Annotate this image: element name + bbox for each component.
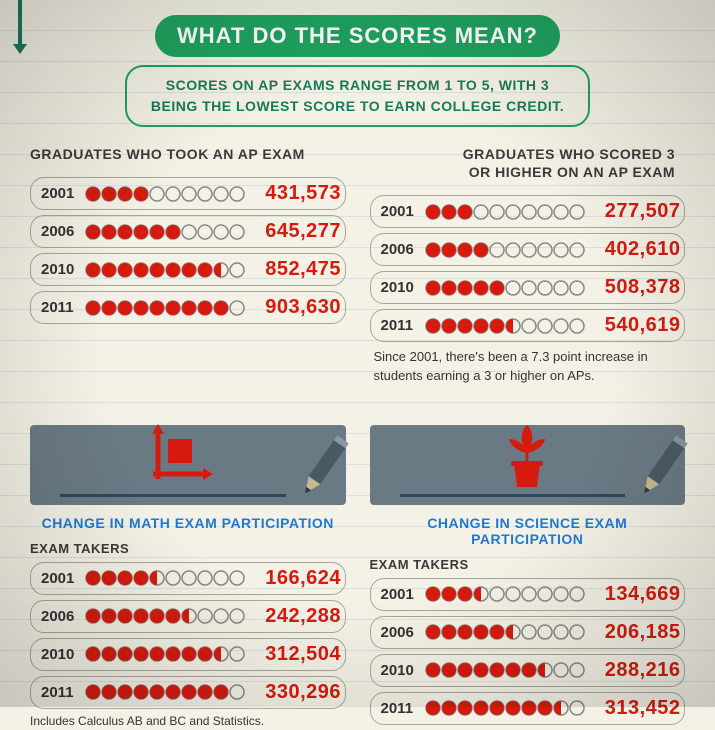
- math-illustration: [30, 425, 346, 505]
- year-label: 2010: [381, 662, 419, 679]
- value-label: 508,378: [591, 276, 681, 299]
- science-label: CHANGE IN SCIENCE EXAM PARTICIPATION: [370, 515, 686, 547]
- year-label: 2006: [381, 241, 419, 258]
- dot-scale: [85, 300, 245, 316]
- dot-scale: [425, 204, 585, 220]
- subtitle: SCORES ON AP EXAMS RANGE FROM 1 TO 5, WI…: [125, 65, 590, 127]
- dot-scale: [85, 608, 245, 624]
- data-row: 2011 540,619: [370, 309, 686, 342]
- value-label: 288,216: [591, 659, 681, 682]
- dot-scale: [85, 684, 245, 700]
- data-row: 2006 242,288: [30, 600, 346, 633]
- data-row: 2011 313,452: [370, 692, 686, 725]
- underline: [60, 494, 286, 497]
- value-label: 134,669: [591, 583, 681, 606]
- pencil-icon: [295, 434, 350, 502]
- dot-scale: [85, 186, 245, 202]
- subtitle-line2: BEING THE LOWEST SCORE TO EARN COLLEGE C…: [151, 98, 564, 114]
- dot-scale: [85, 646, 245, 662]
- underline: [400, 494, 626, 497]
- value-label: 645,277: [251, 220, 341, 243]
- data-row: 2011 330,296: [30, 676, 346, 709]
- data-row: 2001 431,573: [30, 177, 346, 210]
- math-footnote: Includes Calculus AB and BC and Statisti…: [30, 714, 346, 728]
- value-label: 402,610: [591, 238, 681, 261]
- data-row: 2001 134,669: [370, 578, 686, 611]
- data-row: 2001 277,507: [370, 195, 686, 228]
- bottom-right-col: CHANGE IN SCIENCE EXAM PARTICIPATION EXA…: [370, 403, 686, 730]
- top-left-col: GRADUATES WHO TOOK AN AP EXAM 2001 431,57…: [30, 145, 346, 385]
- year-label: 2010: [41, 261, 79, 278]
- bottom-section: CHANGE IN MATH EXAM PARTICIPATION EXAM T…: [30, 403, 685, 730]
- down-arrow-icon: [18, 0, 22, 45]
- value-label: 166,624: [251, 567, 341, 590]
- top-section: GRADUATES WHO TOOK AN AP EXAM 2001 431,57…: [30, 145, 685, 385]
- top-right-note: Since 2001, there's been a 7.3 point inc…: [370, 348, 686, 384]
- value-label: 242,288: [251, 605, 341, 628]
- value-label: 313,452: [591, 697, 681, 720]
- top-left-title: GRADUATES WHO TOOK AN AP EXAM: [30, 145, 346, 163]
- dot-scale: [425, 700, 585, 716]
- value-label: 206,185: [591, 621, 681, 644]
- math-label: CHANGE IN MATH EXAM PARTICIPATION: [30, 515, 346, 531]
- year-label: 2001: [381, 203, 419, 220]
- top-right-col: GRADUATES WHO SCORED 3 OR HIGHER ON AN A…: [370, 145, 686, 385]
- value-label: 852,475: [251, 258, 341, 281]
- data-row: 2011 903,630: [30, 291, 346, 324]
- dot-scale: [425, 662, 585, 678]
- math-sublabel: EXAM TAKERS: [30, 541, 346, 556]
- dot-scale: [425, 624, 585, 640]
- data-row: 2001 166,624: [30, 562, 346, 595]
- header: WHAT DO THE SCORES MEAN? SCORES ON AP EX…: [30, 15, 685, 127]
- dot-scale: [85, 262, 245, 278]
- year-label: 2001: [41, 570, 79, 587]
- graph-icon: [143, 424, 233, 494]
- data-row: 2010 288,216: [370, 654, 686, 687]
- data-row: 2010 508,378: [370, 271, 686, 304]
- science-sublabel: EXAM TAKERS: [370, 557, 686, 572]
- top-right-title: GRADUATES WHO SCORED 3 OR HIGHER ON AN A…: [370, 145, 686, 181]
- science-illustration: [370, 425, 686, 505]
- dot-scale: [425, 586, 585, 602]
- bottom-left-col: CHANGE IN MATH EXAM PARTICIPATION EXAM T…: [30, 403, 346, 730]
- subtitle-line1: SCORES ON AP EXAMS RANGE FROM 1 TO 5, WI…: [166, 77, 549, 93]
- dot-scale: [85, 570, 245, 586]
- pencil-icon: [635, 434, 690, 502]
- data-row: 2006 206,185: [370, 616, 686, 649]
- year-label: 2006: [381, 624, 419, 641]
- data-row: 2010 312,504: [30, 638, 346, 671]
- dot-scale: [85, 224, 245, 240]
- value-label: 903,630: [251, 296, 341, 319]
- year-label: 2001: [381, 586, 419, 603]
- year-label: 2010: [381, 279, 419, 296]
- year-label: 2011: [381, 700, 419, 717]
- value-label: 277,507: [591, 200, 681, 223]
- year-label: 2001: [41, 185, 79, 202]
- value-label: 330,296: [251, 681, 341, 704]
- year-label: 2010: [41, 646, 79, 663]
- dot-scale: [425, 242, 585, 258]
- main-title: WHAT DO THE SCORES MEAN?: [155, 15, 560, 57]
- year-label: 2011: [41, 684, 79, 701]
- value-label: 312,504: [251, 643, 341, 666]
- dot-scale: [425, 318, 585, 334]
- data-row: 2006 645,277: [30, 215, 346, 248]
- data-row: 2006 402,610: [370, 233, 686, 266]
- year-label: 2006: [41, 608, 79, 625]
- year-label: 2011: [381, 317, 419, 334]
- plant-icon: [492, 423, 562, 495]
- dot-scale: [425, 280, 585, 296]
- year-label: 2006: [41, 223, 79, 240]
- value-label: 540,619: [591, 314, 681, 337]
- year-label: 2011: [41, 299, 79, 316]
- data-row: 2010 852,475: [30, 253, 346, 286]
- value-label: 431,573: [251, 182, 341, 205]
